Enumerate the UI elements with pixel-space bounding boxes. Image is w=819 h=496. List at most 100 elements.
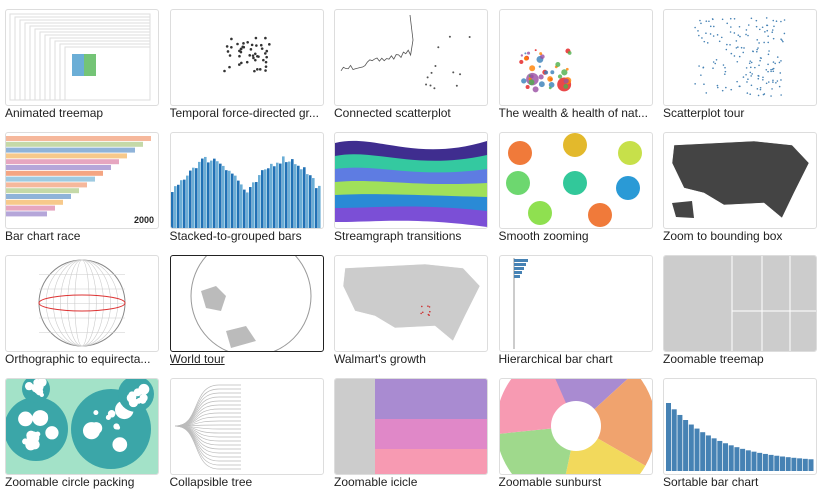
- shape: [772, 19, 775, 22]
- card-title[interactable]: Smooth zooming: [498, 229, 589, 243]
- shape: [705, 32, 707, 35]
- thumbnail[interactable]: [498, 132, 653, 229]
- shape: [538, 52, 542, 56]
- gallery-card[interactable]: Animated treemap: [5, 9, 159, 127]
- card-title[interactable]: Sortable bar chart: [663, 475, 759, 489]
- thumbnail[interactable]: [498, 255, 653, 352]
- thumbnail[interactable]: [5, 378, 159, 475]
- gallery-card[interactable]: Sortable bar chart: [663, 378, 817, 496]
- shape: [53, 259, 111, 347]
- gallery-card[interactable]: The wealth & health of nat...: [498, 9, 653, 127]
- shape: [248, 187, 252, 228]
- shape: [703, 40, 706, 43]
- gallery-card[interactable]: Stacked-to-grouped bars: [169, 132, 324, 250]
- card-title[interactable]: Zoomable sunburst: [498, 475, 602, 489]
- shape: [174, 388, 241, 427]
- gallery-card[interactable]: Orthographic to equirecta...: [5, 255, 159, 373]
- thumbnail[interactable]: [498, 378, 653, 475]
- card-title[interactable]: Scatterplot tour: [663, 106, 745, 120]
- gallery-card[interactable]: Zoomable treemap: [663, 255, 817, 373]
- card-title[interactable]: Zoomable circle packing: [5, 475, 135, 489]
- shape: [218, 163, 222, 228]
- thumbnail[interactable]: [498, 9, 653, 106]
- card-title[interactable]: Zoomable icicle: [334, 475, 418, 489]
- gallery-card[interactable]: 2000 Bar chart race: [5, 132, 159, 250]
- thumbnail[interactable]: [169, 9, 324, 106]
- shape: [708, 20, 710, 23]
- shape: [772, 79, 774, 82]
- shape: [706, 42, 709, 44]
- card-title[interactable]: Collapsible tree: [169, 475, 253, 489]
- gallery-card[interactable]: World tour: [169, 255, 324, 373]
- thumbnail[interactable]: [5, 255, 159, 352]
- shape: [723, 443, 728, 471]
- thumbnail[interactable]: [334, 255, 488, 352]
- shape: [241, 42, 245, 45]
- thumbnail[interactable]: [663, 255, 817, 352]
- shape: [6, 199, 63, 205]
- thumbnail[interactable]: [169, 255, 324, 352]
- card-title[interactable]: Bar chart race: [5, 229, 81, 243]
- card-title[interactable]: The wealth & health of nat...: [498, 106, 648, 120]
- shape: [698, 65, 700, 67]
- thumbnail[interactable]: [169, 132, 324, 229]
- thumbnail[interactable]: [334, 9, 488, 106]
- shape: [709, 25, 712, 28]
- thumbnail[interactable]: [663, 132, 817, 229]
- thumbnail[interactable]: [663, 9, 817, 106]
- shape: [261, 58, 265, 62]
- card-title[interactable]: Walmart's growth: [334, 352, 426, 366]
- shape: [736, 60, 739, 63]
- shape: [93, 410, 99, 416]
- gallery-card[interactable]: Collapsible tree: [169, 378, 324, 496]
- shape: [557, 74, 562, 79]
- shape: [543, 70, 548, 75]
- shape: [44, 34, 151, 101]
- thumbnail[interactable]: 2000: [5, 132, 159, 229]
- card-title[interactable]: Orthographic to equirecta...: [5, 352, 151, 366]
- shape: [459, 73, 462, 76]
- gallery-card[interactable]: Smooth zooming: [498, 132, 653, 250]
- card-title[interactable]: Animated treemap: [5, 106, 104, 120]
- shape: [745, 73, 747, 76]
- shape: [778, 61, 781, 64]
- gallery-card[interactable]: Zoomable icicle: [334, 378, 488, 496]
- shape: [775, 20, 778, 23]
- card-title[interactable]: Streamgraph transitions: [334, 229, 462, 243]
- shape: [258, 68, 262, 71]
- card-title[interactable]: Hierarchical bar chart: [498, 352, 613, 366]
- card-title[interactable]: Stacked-to-grouped bars: [169, 229, 302, 243]
- gallery-card[interactable]: Streamgraph transitions: [334, 132, 488, 250]
- card-title[interactable]: Temporal force-directed gr...: [169, 106, 319, 120]
- shape: [718, 40, 721, 43]
- shape: [448, 35, 451, 38]
- gallery-card[interactable]: Zoom to bounding box: [663, 132, 817, 250]
- shape: [705, 20, 708, 22]
- thumbnail[interactable]: [334, 132, 488, 229]
- gallery-card[interactable]: Scatterplot tour: [663, 9, 817, 127]
- card-title[interactable]: Connected scatterplot: [334, 106, 451, 120]
- shape: [587, 203, 612, 227]
- gallery-card[interactable]: Connected scatterplot: [334, 9, 488, 127]
- thumbnail[interactable]: [334, 378, 488, 475]
- shape: [311, 178, 315, 228]
- thumbnail[interactable]: [5, 9, 159, 106]
- shape: [764, 31, 766, 33]
- card-title[interactable]: Zoom to bounding box: [663, 229, 783, 243]
- shape: [6, 153, 127, 159]
- shape: [139, 393, 148, 402]
- card-title[interactable]: World tour: [169, 352, 225, 366]
- shape: [174, 425, 241, 450]
- thumbnail[interactable]: [169, 378, 324, 475]
- shape: [429, 310, 431, 313]
- gallery-card[interactable]: Walmart's growth: [334, 255, 488, 373]
- gallery-card[interactable]: Temporal force-directed gr...: [169, 9, 324, 127]
- shape: [699, 19, 701, 22]
- gallery-card[interactable]: Zoomable circle packing: [5, 378, 159, 496]
- gallery-card[interactable]: Zoomable sunburst: [498, 378, 653, 496]
- card-title[interactable]: Zoomable treemap: [663, 352, 764, 366]
- shape: [82, 422, 101, 440]
- shape: [565, 67, 569, 71]
- thumbnail[interactable]: [663, 378, 817, 475]
- gallery-card[interactable]: Hierarchical bar chart: [498, 255, 653, 373]
